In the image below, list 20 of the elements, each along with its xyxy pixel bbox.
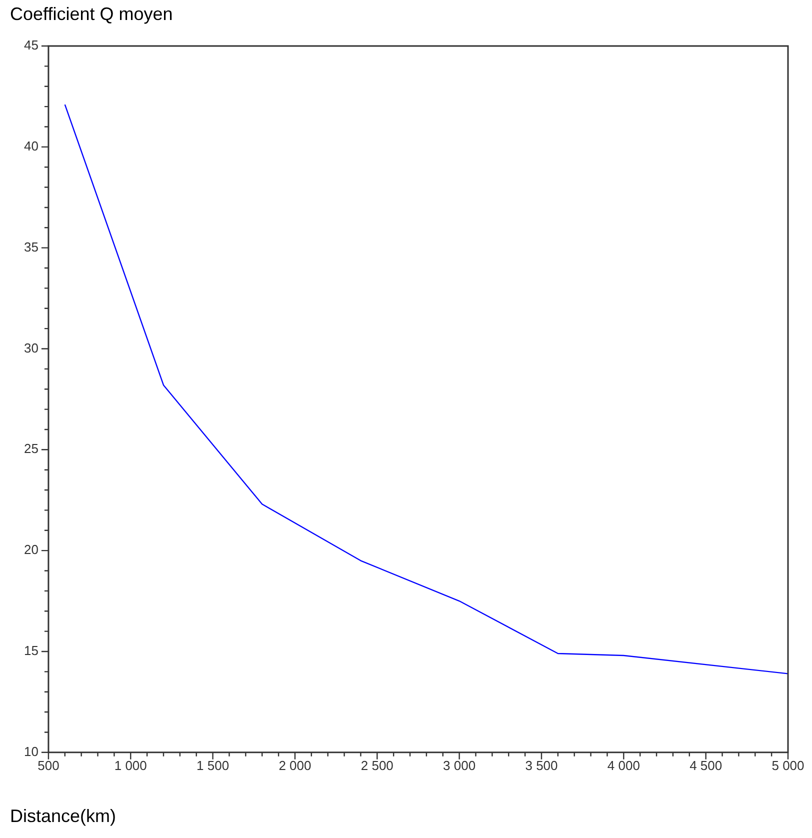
x-tick-label: 1 500 bbox=[196, 758, 230, 773]
x-tick-label: 4 000 bbox=[607, 758, 640, 773]
x-tick-label: 4 500 bbox=[690, 758, 722, 773]
x-tick-label: 3 500 bbox=[525, 758, 558, 773]
y-axis-title: Coefficient Q moyen bbox=[10, 4, 173, 25]
y-tick-label: 45 bbox=[24, 38, 38, 53]
x-tick-label: 3 000 bbox=[443, 758, 476, 773]
y-tick-label: 40 bbox=[24, 138, 38, 154]
y-tick-label: 35 bbox=[24, 239, 38, 254]
x-tick-label: 5 000 bbox=[772, 758, 804, 773]
y-tick-label: 10 bbox=[24, 744, 38, 759]
x-tick-label: 500 bbox=[38, 758, 60, 773]
x-tick-label: 2 000 bbox=[278, 758, 312, 773]
y-tick-label: 30 bbox=[24, 340, 38, 356]
y-tick-label: 15 bbox=[24, 643, 38, 658]
x-tick-label: 1 000 bbox=[114, 758, 147, 773]
x-tick-label: 2 500 bbox=[360, 758, 394, 773]
y-tick-label: 20 bbox=[24, 542, 38, 558]
y-tick-label: 25 bbox=[24, 441, 38, 456]
x-axis-title: Distance(km) bbox=[10, 806, 116, 827]
